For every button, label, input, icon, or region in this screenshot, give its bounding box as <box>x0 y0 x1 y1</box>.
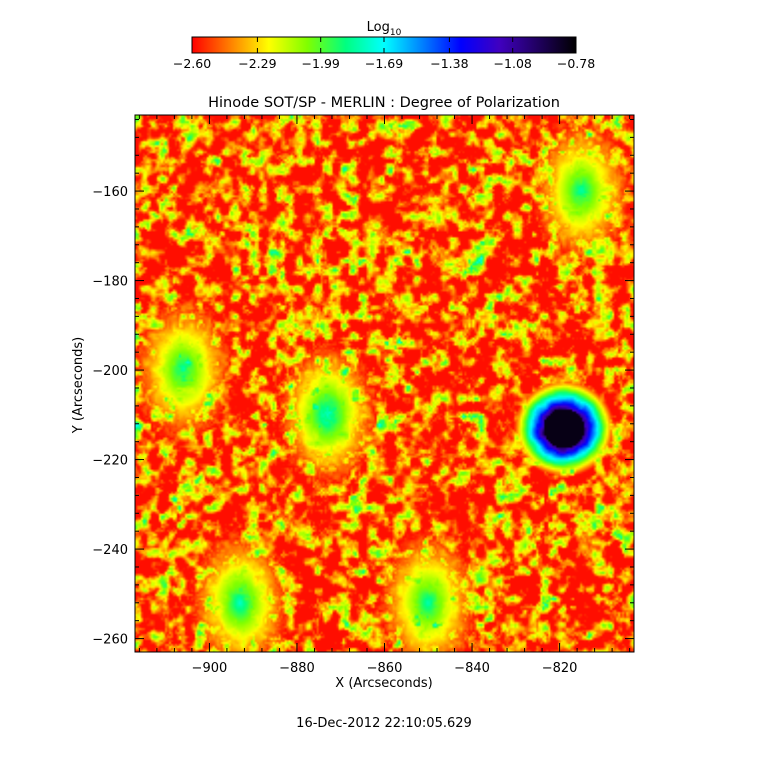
y-tick-label: −240 <box>92 543 128 558</box>
x-tick-label: −900 <box>192 661 228 676</box>
x-tick-label: −860 <box>367 661 403 676</box>
colorbar-tick-label: −1.08 <box>494 56 532 71</box>
y-tick-label: −220 <box>92 454 128 469</box>
timestamp: 16-Dec-2012 22:10:05.629 <box>296 716 472 731</box>
colorbar-tick-label: −2.29 <box>238 56 276 71</box>
colorbar-tick-label: −1.99 <box>302 56 340 71</box>
x-axis: −900 −880 −860 −840 −820 <box>138 115 631 676</box>
x-axis-label: X (Arcseconds) <box>335 676 432 691</box>
colorbar-tick-label: −1.69 <box>365 56 403 71</box>
colorbar-tick-label: −1.38 <box>430 56 468 71</box>
x-tick-label: −880 <box>279 661 315 676</box>
y-tick-label: −260 <box>92 633 128 648</box>
heatmap-image <box>135 115 634 652</box>
y-tick-label: −180 <box>92 275 128 290</box>
x-tick-label: −840 <box>454 661 490 676</box>
chart-title: Hinode SOT/SP - MERLIN : Degree of Polar… <box>208 95 560 111</box>
plot-area <box>134 114 635 653</box>
x-tick-label: −820 <box>542 661 578 676</box>
colorbar-ticks: −2.60 −2.29 −1.99 −1.69 −1.38 −1.08 −0.78 <box>173 37 595 71</box>
colorbar-tick-label: −0.78 <box>557 56 595 71</box>
y-axis-label: Y (Arcseconds) <box>71 337 86 434</box>
y-axis: −160 −180 −200 −220 −240 −260 <box>92 118 634 648</box>
colorbar-label: Log10 <box>367 20 402 38</box>
y-tick-label: −160 <box>92 185 128 200</box>
y-tick-label: −200 <box>92 364 128 379</box>
colorbar-tick-label: −2.60 <box>173 56 211 71</box>
